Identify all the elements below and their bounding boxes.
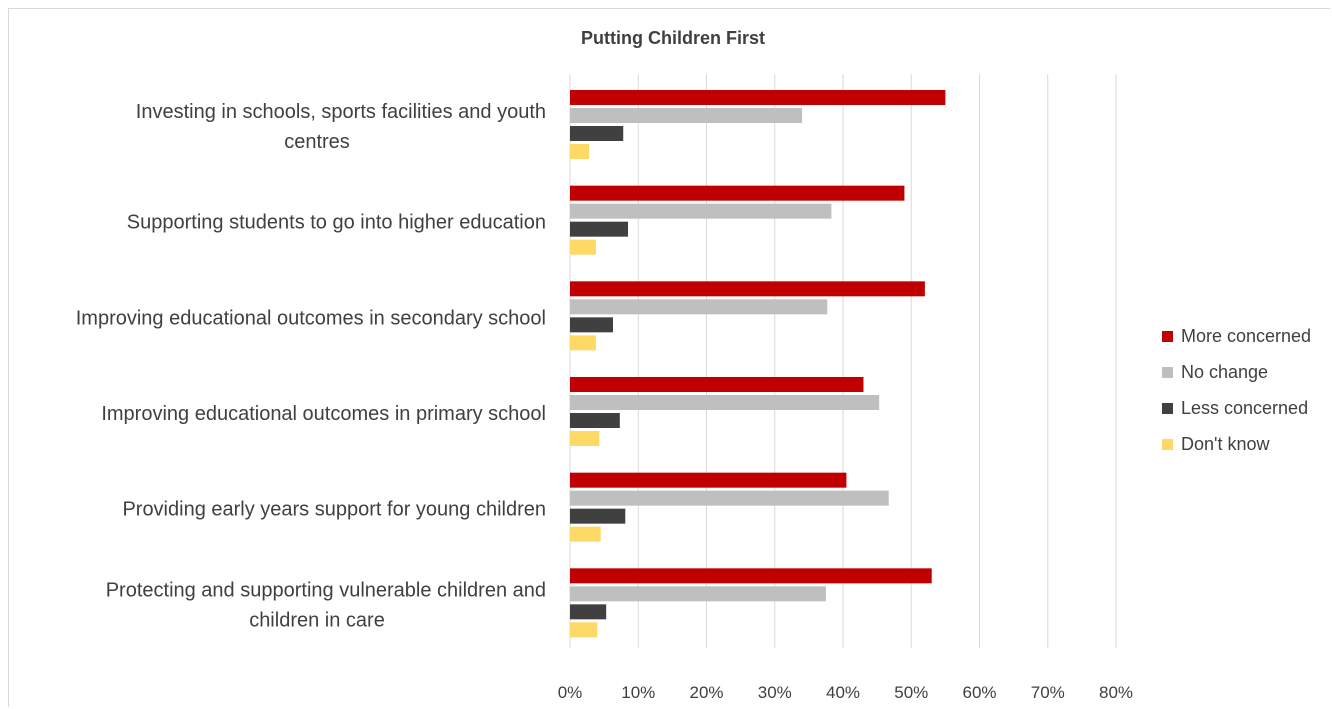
- legend-label: No change: [1181, 361, 1269, 382]
- bar-more-concerned: [570, 377, 864, 392]
- bar-more-concerned: [570, 185, 905, 201]
- bar-less-concerned: [570, 126, 624, 141]
- category-label: Protecting and supporting vulnerable chi…: [106, 579, 546, 601]
- bar-no-change: [570, 586, 826, 602]
- x-tick-label: 50%: [894, 683, 928, 702]
- bar-no-change: [570, 490, 889, 506]
- bar-more-concerned: [570, 472, 847, 488]
- category-label: centres: [284, 131, 350, 153]
- legend-label: Less concerned: [1181, 397, 1309, 418]
- bar-don-t-know: [570, 144, 590, 159]
- legend-item: More concerned: [1162, 318, 1311, 354]
- legend-item: Don't know: [1162, 426, 1311, 462]
- category-label: Supporting students to go into higher ed…: [127, 212, 546, 234]
- bar-less-concerned: [570, 221, 629, 237]
- legend-item: No change: [1162, 354, 1311, 390]
- legend-swatch: [1162, 366, 1173, 378]
- bar-less-concerned: [570, 413, 620, 428]
- x-tick-label: 20%: [689, 683, 723, 702]
- bar-more-concerned: [570, 90, 946, 105]
- chart-frame: [8, 8, 1330, 707]
- x-tick-label: 30%: [758, 683, 792, 702]
- x-tick-label: 10%: [621, 683, 655, 702]
- category-label: Improving educational outcomes in primar…: [101, 403, 546, 425]
- bar-don-t-know: [570, 431, 600, 446]
- bar-more-concerned: [570, 568, 932, 584]
- category-label: Providing early years support for young …: [122, 499, 546, 521]
- bar-don-t-know: [570, 335, 596, 351]
- legend: More concerned No change Less concerned Don…: [1162, 318, 1311, 462]
- bar-no-change: [570, 108, 803, 123]
- legend-label: Don't know: [1181, 433, 1270, 454]
- bar-don-t-know: [570, 239, 596, 255]
- bar-don-t-know: [570, 526, 601, 542]
- bar-less-concerned: [570, 604, 607, 620]
- category-label: Investing in schools, sports facilities …: [136, 101, 546, 123]
- bar-less-concerned: [570, 508, 626, 524]
- category-label: children in care: [249, 609, 385, 631]
- x-tick-label: 40%: [826, 683, 860, 702]
- legend-item: Less concerned: [1162, 390, 1311, 426]
- legend-label: More concerned: [1181, 325, 1312, 346]
- bar-less-concerned: [570, 317, 613, 333]
- legend-swatch: [1162, 330, 1173, 342]
- x-tick-label: 0%: [558, 683, 583, 702]
- x-tick-label: 60%: [962, 683, 996, 702]
- legend-swatch: [1162, 438, 1173, 450]
- legend-swatch: [1162, 402, 1173, 414]
- x-tick-label: 80%: [1099, 683, 1133, 702]
- bar-no-change: [570, 203, 832, 219]
- bar-no-change: [570, 395, 880, 410]
- bar-more-concerned: [570, 281, 925, 297]
- chart-title: Putting Children First: [581, 28, 765, 48]
- category-label: Improving educational outcomes in second…: [76, 307, 546, 329]
- bar-no-change: [570, 299, 828, 315]
- bar-don-t-know: [570, 622, 598, 638]
- x-tick-label: 70%: [1031, 683, 1065, 702]
